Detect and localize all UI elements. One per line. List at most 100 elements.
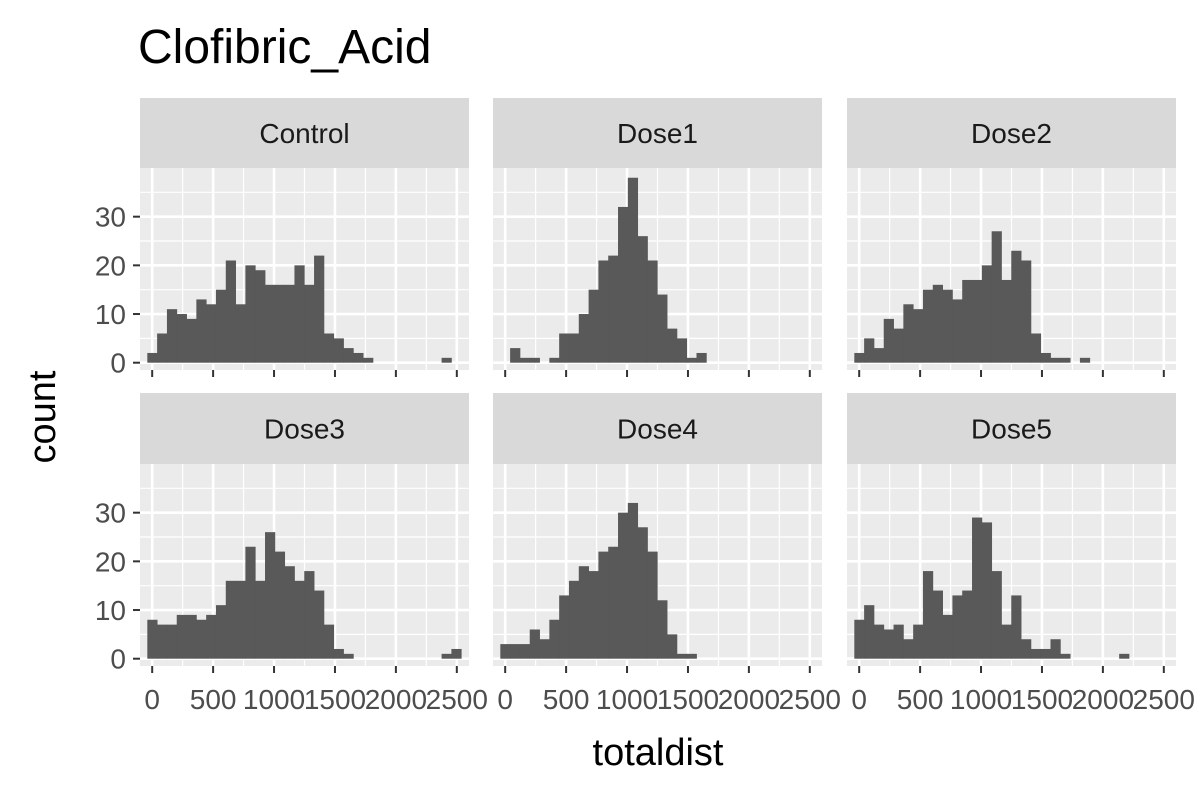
histogram-bar (255, 580, 266, 659)
histogram-bar (686, 357, 697, 363)
histogram-bar (647, 551, 658, 659)
x-tick-label: 1500 (1011, 684, 1073, 715)
histogram-bar (176, 314, 187, 363)
histogram-bar (333, 338, 344, 363)
histogram-bar (913, 309, 924, 363)
histogram-bar (274, 284, 286, 363)
x-tick-label: 1500 (657, 684, 719, 715)
histogram-bar (314, 590, 325, 659)
histogram-bar (893, 624, 904, 659)
histogram-bar (215, 605, 227, 659)
histogram-bar (637, 236, 648, 363)
facet-panel-control: Control 0 10 20 30 (95, 98, 469, 379)
histogram-bar (186, 318, 197, 363)
histogram-bar (343, 348, 354, 363)
x-axis-title: totaldist (593, 732, 724, 774)
histogram-bar (883, 629, 894, 659)
histogram-bar (854, 352, 865, 363)
histogram-bar (1050, 357, 1061, 363)
y-axis: 0 10 20 30 (95, 202, 140, 379)
facet-strip (847, 98, 1176, 168)
histogram-bar (343, 653, 354, 659)
y-tick-label: 20 (95, 546, 126, 577)
histogram-bar (972, 279, 983, 363)
histogram-bar (1030, 648, 1042, 659)
histogram-bar (206, 614, 217, 659)
y-tick-label: 10 (95, 299, 126, 330)
x-axis-ticks (858, 370, 1165, 377)
histogram-bar (147, 619, 158, 659)
histogram-bar (539, 639, 550, 659)
histogram-bar (618, 512, 629, 659)
histogram-bar (1001, 624, 1012, 659)
histogram-bar (1011, 250, 1022, 363)
histogram-bar (314, 255, 325, 363)
histogram-bar (588, 289, 599, 363)
histogram-bar (903, 639, 914, 659)
histogram-bar (255, 270, 266, 363)
histogram-bar (667, 634, 678, 659)
histogram-bar (922, 289, 934, 363)
histogram-bar (196, 619, 207, 659)
facet-strip (140, 393, 469, 464)
histogram-bar (157, 333, 168, 363)
x-axis-ticks (151, 370, 458, 377)
x-tick-label: 1500 (304, 684, 366, 715)
histogram-bar (922, 571, 934, 659)
facet-strip (140, 98, 469, 168)
histogram-bar (323, 624, 335, 659)
facet-strip-label: Control (259, 118, 349, 149)
facet-strip-label: Dose3 (264, 414, 345, 445)
facet-strip (493, 98, 822, 168)
histogram-bars (510, 177, 707, 363)
x-tick-label: 0 (851, 684, 867, 715)
histogram-bar (1060, 357, 1071, 363)
histogram-bar (952, 299, 963, 363)
histogram-bar (519, 644, 531, 659)
histogram-bar (304, 571, 315, 659)
histogram-bar (618, 206, 629, 363)
x-tick-label: 0 (497, 684, 513, 715)
histogram-bar (637, 527, 648, 659)
x-axis-ticks (504, 370, 811, 377)
x-tick-label: 2500 (426, 684, 488, 715)
histogram-bar (166, 309, 178, 363)
histogram-bar (1060, 653, 1071, 659)
x-tick-label: 0 (144, 684, 160, 715)
x-tick-label: 2000 (718, 684, 780, 715)
histogram-bar (510, 644, 521, 659)
histogram-bar (245, 265, 256, 363)
facet-strip-label: Dose5 (971, 414, 1052, 445)
histogram-bar (578, 314, 589, 363)
histogram-bar (265, 532, 276, 659)
histogram-bar (549, 357, 560, 363)
histogram-bar (676, 653, 688, 659)
facet-panel-dose1: Dose1 (493, 98, 822, 377)
histogram-bar (353, 352, 364, 363)
y-axis-title: count (22, 370, 64, 463)
y-tick-label: 0 (110, 644, 126, 675)
histogram-bar (864, 605, 875, 659)
histogram-bar (245, 546, 256, 659)
histogram-bar (1001, 279, 1012, 363)
histogram-bar (873, 624, 885, 659)
x-tick-label: 2000 (1072, 684, 1134, 715)
histogram-bar (1040, 352, 1051, 363)
histogram-bar (657, 600, 668, 659)
histogram-bar (265, 284, 276, 363)
histogram-bar (932, 284, 943, 363)
histogram-bar (981, 522, 993, 659)
histogram-bar (500, 644, 511, 659)
histogram-bar (166, 624, 178, 659)
histogram-bar (196, 299, 207, 363)
y-tick-label: 30 (95, 202, 126, 233)
facet-strip-label: Dose2 (971, 118, 1052, 149)
histogram-bars (500, 502, 697, 659)
facet-strip (847, 393, 1176, 464)
histogram-bar (932, 590, 943, 659)
